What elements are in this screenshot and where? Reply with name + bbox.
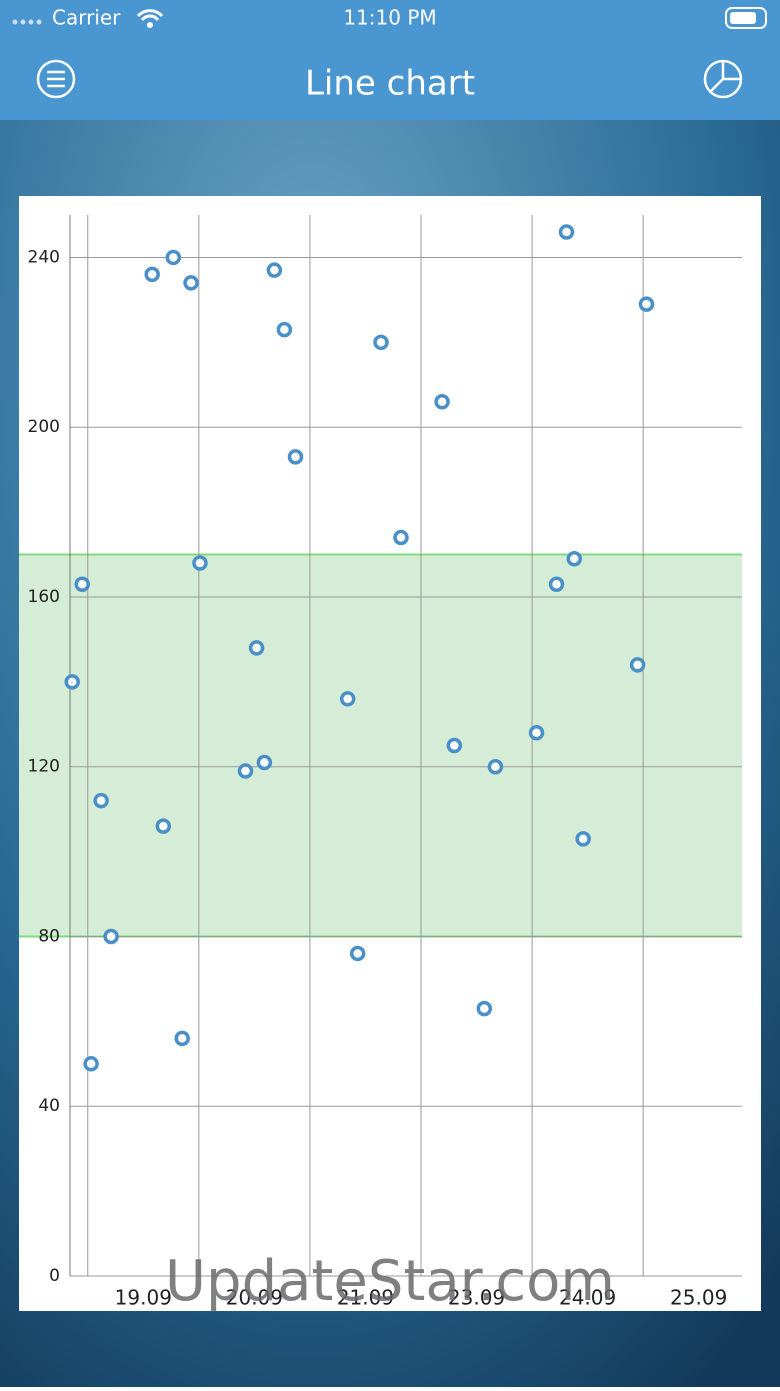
data-point bbox=[487, 758, 504, 775]
data-point bbox=[287, 449, 304, 465]
x-tick-label: 20.09 bbox=[226, 1286, 283, 1310]
data-point bbox=[248, 640, 265, 656]
data-point bbox=[64, 674, 80, 690]
signal bbox=[12, 19, 42, 25]
data-point bbox=[155, 818, 172, 834]
y-tick-label: 80 bbox=[38, 926, 60, 946]
data-point bbox=[434, 393, 450, 410]
data-point bbox=[528, 725, 545, 741]
data-point bbox=[339, 691, 356, 707]
chart-type-button[interactable] bbox=[703, 59, 743, 99]
x-tick-label: 19.09 bbox=[115, 1286, 172, 1310]
data-point bbox=[74, 576, 90, 592]
watermark: UpdateStar.com bbox=[165, 1249, 615, 1314]
x-tick-label: 25.09 bbox=[670, 1286, 727, 1310]
data-point bbox=[192, 555, 208, 571]
y-tick-label: 200 bbox=[28, 417, 60, 437]
data-point bbox=[83, 1056, 99, 1072]
menu-button[interactable] bbox=[36, 59, 76, 99]
data-point bbox=[183, 275, 199, 291]
target-band bbox=[19, 554, 742, 937]
data-point bbox=[276, 321, 293, 338]
wifi-dot bbox=[147, 22, 153, 28]
data-point bbox=[566, 551, 583, 567]
x-tick-label: 24.09 bbox=[559, 1286, 616, 1310]
data-point bbox=[476, 1000, 493, 1017]
data-point bbox=[256, 754, 273, 771]
data-point bbox=[103, 928, 119, 945]
clock: 11:10 PM bbox=[343, 6, 436, 30]
data-point bbox=[144, 266, 160, 283]
data-point bbox=[446, 737, 463, 754]
data-point bbox=[266, 262, 283, 278]
battery bbox=[725, 7, 767, 29]
y-tick-label: 40 bbox=[38, 1096, 60, 1116]
data-point bbox=[93, 792, 109, 809]
carrier: Carrier bbox=[52, 6, 121, 30]
x-tick-label: 23.09 bbox=[448, 1286, 505, 1310]
data-point bbox=[558, 224, 575, 240]
data-point bbox=[237, 763, 254, 779]
y-tick-label: 240 bbox=[28, 247, 60, 267]
y-tick-label: 0 bbox=[49, 1266, 60, 1286]
data-point bbox=[629, 657, 646, 673]
data-point bbox=[548, 576, 565, 592]
data-point bbox=[165, 249, 182, 266]
data-point bbox=[174, 1030, 190, 1047]
data-point bbox=[638, 296, 655, 312]
data-point bbox=[349, 945, 366, 962]
y-tick-label: 160 bbox=[28, 587, 60, 607]
x-tick-label: 21.09 bbox=[337, 1286, 394, 1310]
wifi-icon bbox=[136, 9, 164, 22]
nav-title: Line chart bbox=[305, 64, 475, 104]
data-point bbox=[393, 529, 409, 546]
data-point bbox=[575, 831, 591, 847]
plot: 0 40 80 120 160 200 240 19.09 20.09 21.09 23.09 24.… bbox=[19, 215, 742, 1310]
battery-level bbox=[730, 12, 756, 24]
y-tick-label: 120 bbox=[28, 757, 60, 777]
nav-bar bbox=[0, 0, 780, 120]
data-point bbox=[373, 334, 389, 351]
